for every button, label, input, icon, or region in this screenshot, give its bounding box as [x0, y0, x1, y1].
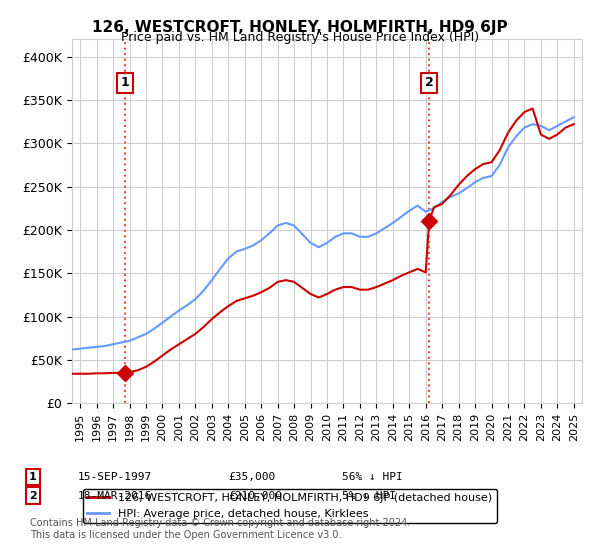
Text: 5% ↓ HPI: 5% ↓ HPI [342, 491, 396, 501]
Text: 2: 2 [425, 76, 434, 90]
Text: Contains HM Land Registry data © Crown copyright and database right 2024.
This d: Contains HM Land Registry data © Crown c… [30, 518, 410, 540]
Text: 1: 1 [121, 76, 129, 90]
Text: 126, WESTCROFT, HONLEY, HOLMFIRTH, HD9 6JP: 126, WESTCROFT, HONLEY, HOLMFIRTH, HD9 6… [92, 20, 508, 35]
Text: 1: 1 [29, 472, 37, 482]
Text: 18-MAR-2016: 18-MAR-2016 [78, 491, 152, 501]
Text: 56% ↓ HPI: 56% ↓ HPI [342, 472, 403, 482]
Legend: 126, WESTCROFT, HONLEY, HOLMFIRTH, HD9 6JP (detached house), HPI: Average price,: 126, WESTCROFT, HONLEY, HOLMFIRTH, HD9 6… [83, 489, 497, 523]
Text: 15-SEP-1997: 15-SEP-1997 [78, 472, 152, 482]
Text: 2: 2 [29, 491, 37, 501]
Text: £210,000: £210,000 [228, 491, 282, 501]
Text: £35,000: £35,000 [228, 472, 275, 482]
Text: Price paid vs. HM Land Registry's House Price Index (HPI): Price paid vs. HM Land Registry's House … [121, 31, 479, 44]
